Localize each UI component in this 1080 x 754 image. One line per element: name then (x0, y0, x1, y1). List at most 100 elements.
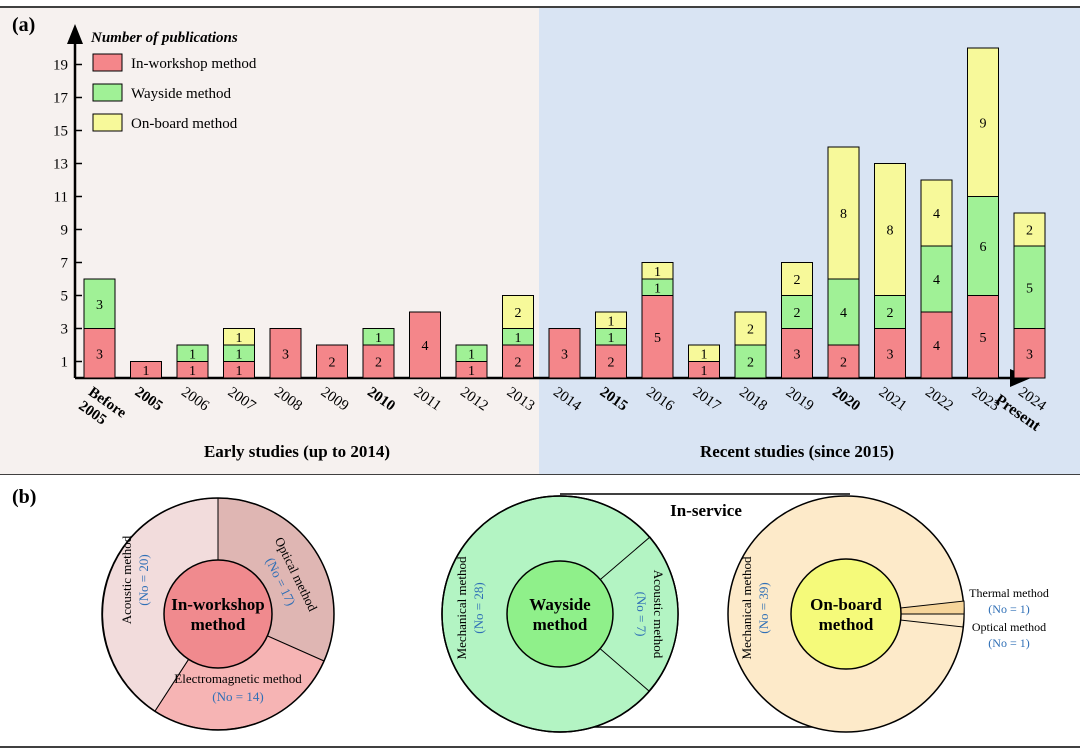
bar-in-workshop (548, 328, 581, 379)
bar-value-label: 2 (794, 273, 801, 288)
y-tick-label: 13 (53, 157, 68, 173)
bar-wayside (781, 295, 813, 329)
bar-value-label: 1 (236, 347, 243, 362)
legend-label-on-board: On-board method (131, 116, 238, 132)
bar-value-label: 2 (375, 356, 382, 371)
wayside-donut: Wayside method Mechanical method (No = 2… (441, 495, 679, 733)
bar-value-label: 5 (1026, 281, 1033, 296)
in-workshop-center-line1: In-workshop (171, 595, 265, 614)
bar-value-label: 1 (189, 364, 196, 379)
on-board-center (790, 558, 902, 670)
in-workshop-center (163, 559, 273, 669)
bar-value-label: 2 (840, 356, 847, 371)
y-tick-label: 5 (61, 289, 69, 305)
bar-value-label: 1 (515, 331, 522, 346)
bar-value-label: 1 (654, 265, 661, 280)
in-service-label: In-service (670, 501, 742, 520)
bar-in-workshop (130, 361, 162, 379)
bar-value-label: 2 (747, 323, 754, 338)
bar-value-label: 8 (887, 224, 894, 239)
bar-on-board (920, 179, 953, 247)
bar-value-label: 3 (1026, 347, 1033, 362)
on-board-center-line1: On-board (810, 595, 882, 614)
bar-value-label: 1 (654, 281, 661, 296)
bar-on-board (595, 311, 627, 329)
bar-value-label: 1 (468, 364, 475, 379)
bar-on-board (874, 163, 906, 296)
bar-in-workshop (409, 311, 441, 379)
bar-value-label: 2 (747, 356, 754, 371)
workshop-acoustic-count: (No = 20) (136, 554, 151, 605)
y-tick-label: 15 (53, 124, 68, 140)
early-period-background (0, 8, 539, 474)
bar-wayside (967, 196, 999, 296)
panel-b-label: (b) (12, 486, 36, 508)
on-board-mechanical-count: (No = 39) (756, 582, 771, 633)
legend-label-wayside: Wayside method (131, 86, 232, 102)
bar-value-label: 2 (515, 306, 522, 321)
bar-on-board (1013, 212, 1046, 247)
on-board-thermal-label: Thermal method (969, 586, 1049, 600)
bar-wayside (874, 295, 906, 329)
wayside-mechanical-count: (No = 28) (471, 582, 486, 633)
bar-value-label: 6 (980, 240, 987, 255)
wayside-acoustic-count: (No = 7) (634, 592, 649, 637)
legend-label-in-workshop: In-workshop method (131, 56, 257, 72)
wayside-center (506, 560, 614, 668)
bar-value-label: 1 (608, 331, 615, 346)
bar-value-label: 9 (980, 116, 987, 131)
bar-on-board (688, 344, 720, 362)
in-workshop-outline (101, 497, 335, 731)
bar-wayside (734, 344, 767, 379)
bar-value-label: 2 (887, 306, 894, 321)
on-board-thermal-count: (No = 1) (988, 602, 1029, 616)
bar-value-label: 5 (980, 331, 987, 346)
recent-studies-caption: Recent studies (since 2015) (700, 442, 894, 461)
bar-value-label: 1 (189, 347, 196, 362)
bar-value-label: 2 (794, 306, 801, 321)
y-tick-label: 3 (61, 322, 69, 338)
wayside-outline (441, 495, 679, 733)
bar-value-label: 3 (96, 347, 103, 362)
wayside-mechanical-label: Mechanical method (454, 556, 469, 659)
bar-value-label: 1 (468, 347, 475, 362)
bar-wayside (455, 344, 488, 362)
bar-on-board (781, 262, 813, 296)
bar-on-board (827, 146, 860, 280)
bar-wayside (827, 278, 860, 346)
y-tick-label: 1 (61, 355, 69, 371)
bar-value-label: 2 (1026, 224, 1033, 239)
on-board-optical-count: (No = 1) (988, 636, 1029, 650)
bar-value-label: 2 (329, 356, 336, 371)
bar-in-workshop (362, 344, 395, 379)
y-tick-label: 11 (54, 190, 68, 206)
bar-value-label: 3 (282, 347, 289, 362)
legend-swatch-wayside (92, 83, 123, 102)
bar-value-label: 1 (701, 347, 708, 362)
y-tick-label: 9 (61, 223, 69, 239)
bar-in-workshop (827, 344, 860, 379)
on-board-donut: On-board method Mechanical method (No = … (727, 495, 1049, 733)
on-board-center-line2: method (819, 615, 874, 634)
on-board-optical-label: Optical method (972, 620, 1046, 634)
bar-value-label: 3 (561, 347, 568, 362)
legend-swatch-on-board (92, 113, 123, 132)
wayside-center-line2: method (533, 615, 588, 634)
bar-in-workshop (967, 295, 999, 379)
bar-in-workshop (269, 328, 302, 379)
bar-in-workshop (1013, 328, 1046, 379)
bar-value-label: 8 (840, 207, 847, 222)
y-tick-label: 7 (61, 256, 69, 272)
legend: In-workshop method Wayside method On-boa… (92, 53, 257, 132)
bar-on-board (734, 311, 767, 346)
legend-swatch-in-workshop (92, 53, 123, 72)
bar-value-label: 1 (701, 364, 708, 379)
workshop-acoustic-label: Acoustic method (119, 535, 134, 624)
workshop-electromagnetic-count: (No = 14) (212, 689, 263, 704)
bar-on-board (641, 262, 674, 280)
bar-value-label: 1 (375, 331, 382, 346)
bar-wayside (362, 328, 395, 346)
bar-value-label: 1 (608, 314, 615, 329)
